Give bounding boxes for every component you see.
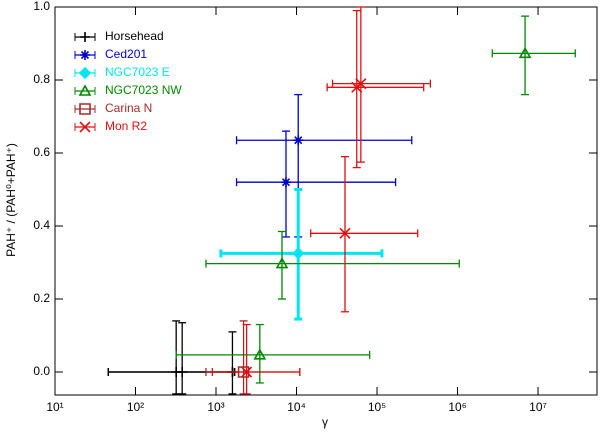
legend-label: Horsehead: [105, 29, 164, 43]
x-axis-label: γ: [322, 415, 328, 429]
legend-marker: [78, 84, 92, 96]
marker: [518, 46, 532, 59]
x-tick-label: 10⁵: [368, 400, 386, 414]
y-axis-label: PAH⁺ / (PAH⁰+PAH⁺): [4, 143, 18, 257]
y-tick-label: 0.0: [33, 364, 50, 378]
legend-marker: [79, 103, 91, 115]
legend-marker: [80, 32, 90, 42]
legend-label: NGC7023 E: [105, 65, 170, 79]
legend-label: NGC7023 NW: [105, 83, 182, 97]
marker: [253, 348, 267, 360]
x-tick-label: 10³: [207, 400, 224, 414]
marker: [241, 366, 253, 378]
x-tick-label: 10¹: [46, 400, 63, 414]
marker: [351, 81, 363, 93]
marker: [237, 366, 250, 378]
marker: [292, 247, 305, 260]
legend-marker: [78, 66, 92, 80]
marker: [275, 256, 289, 269]
x-tick-label: 10²: [127, 400, 144, 414]
marker: [280, 177, 291, 188]
y-tick-label: 0.2: [33, 291, 50, 305]
legend-marker: [80, 50, 90, 60]
y-tick-label: 0.4: [33, 218, 50, 232]
x-tick-label: 10⁴: [287, 400, 306, 414]
legend-label: Ced201: [105, 47, 147, 61]
marker: [293, 135, 304, 146]
x-tick-label: 10⁶: [448, 400, 466, 414]
y-tick-label: 1.0: [33, 0, 50, 13]
marker: [339, 227, 351, 239]
legend-label: Carina N: [105, 101, 152, 115]
y-tick-label: 0.6: [33, 145, 50, 159]
legend-label: Mon R2: [105, 119, 147, 133]
plot-frame: [54, 6, 598, 396]
x-tick-label: 10⁷: [529, 400, 547, 414]
y-tick-label: 0.8: [33, 72, 50, 86]
legend-marker: [79, 121, 91, 133]
